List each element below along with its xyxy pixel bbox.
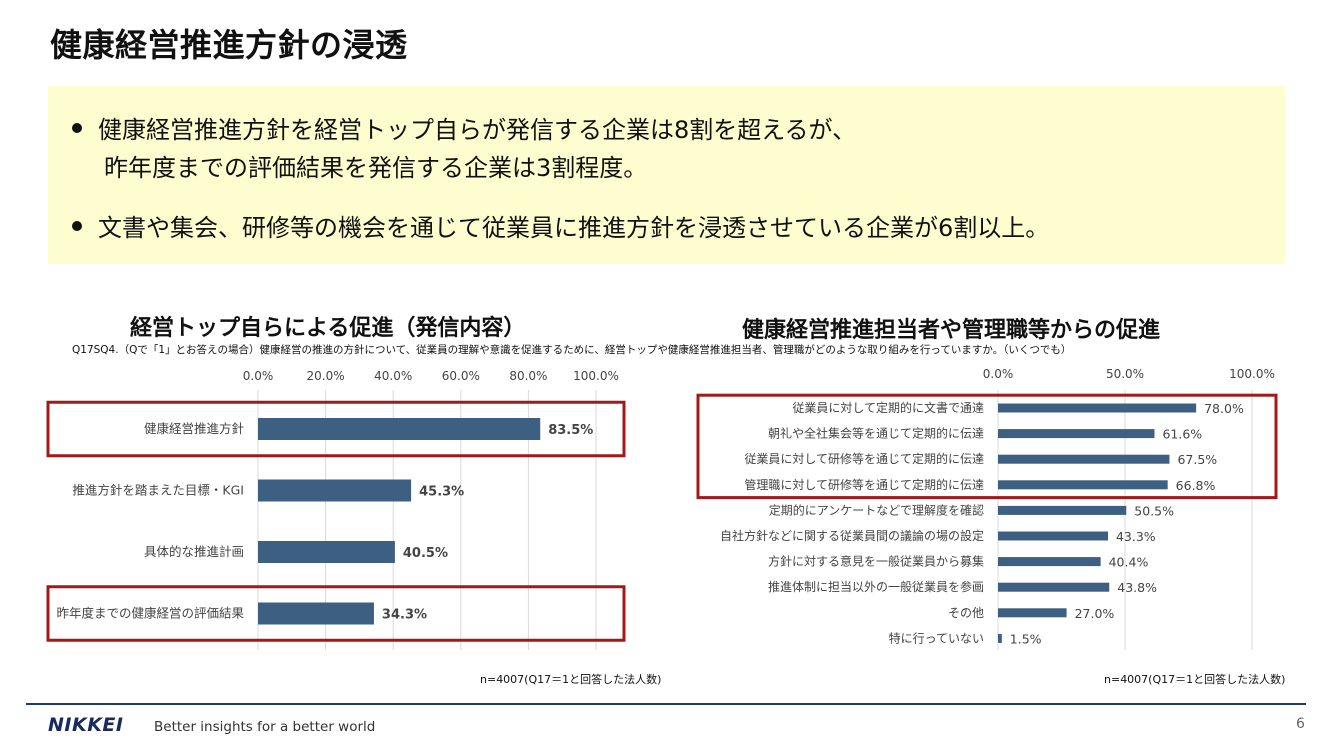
bullet-1: 健康経営推進方針を経営トップ自らが発信する企業は8割を超えるが、 [72, 110, 856, 145]
bar [258, 541, 395, 563]
chart-right: 0.0% 50.0% 100.0% 従業員に対して定期的に文書で通達 78.0% 朝礼や全… [696, 367, 1278, 650]
bar [998, 557, 1101, 567]
question-text: Q17SQ4.（Qで「1」とお答えの場合）健康経営の推進の方針について、従業員の… [72, 344, 1072, 356]
chart-left-note: n=4007(Q17＝1と回答した法人数) [480, 673, 662, 686]
x-tick-label: 0.0% [983, 367, 1014, 381]
value-label: 40.4% [1109, 555, 1149, 570]
category-label: 推進方針を踏まえた目標・KGI [72, 483, 244, 498]
value-label: 34.3% [382, 608, 427, 623]
value-label: 40.5% [403, 546, 448, 561]
x-tick-label: 0.0% [243, 369, 274, 383]
highlight-box [696, 393, 1278, 500]
chart-left: 0.0% 20.0% 40.0% 60.0% 80.0% 100.0% 健康経営推進方針 83… [46, 369, 626, 650]
value-label: 43.8% [1117, 580, 1157, 595]
bullet-2: 文書や集会、研修等の機会を通じて従業員に推進方針を浸透させている企業が6割以上。 [72, 208, 1049, 243]
value-label: 27.0% [1075, 606, 1115, 621]
value-label: 45.3% [419, 485, 464, 500]
category-label: 管理職に対して研修等を通じて定期的に伝達 [744, 477, 984, 492]
bullet-dot-icon [72, 221, 82, 231]
page-title: 健康経営推進方針の浸透 [50, 26, 408, 64]
category-label: 従業員に対して研修等を通じて定期的に伝達 [744, 451, 984, 466]
category-label: 定期的にアンケートなどで理解度を確認 [769, 502, 984, 517]
category-label: 昨年度までの健康経営の評価結果 [56, 606, 244, 621]
x-tick-label: 50.0% [1106, 367, 1144, 381]
value-label: 67.5% [1177, 452, 1217, 467]
x-tick-label: 100.0% [1229, 367, 1275, 381]
category-label: その他 [948, 606, 984, 620]
bullet-1-line-1: 健康経営推進方針を経営トップ自らが発信する企業は8割を超えるが、 [98, 116, 857, 144]
footer-tagline: Better insights for a better world [154, 719, 376, 735]
category-label: 方針に対する意見を一般従業員から募集 [768, 554, 984, 569]
x-tick-label: 100.0% [573, 369, 619, 383]
x-tick-label: 20.0% [307, 369, 345, 383]
x-tick-label: 60.0% [442, 369, 480, 383]
summary-box: 健康経営推進方針を経営トップ自らが発信する企業は8割を超えるが、 昨年度までの評… [48, 86, 1285, 264]
bar [258, 418, 541, 440]
bar [998, 582, 1110, 592]
category-label: 朝礼や全社集会等を通じて定期的に伝達 [768, 426, 984, 441]
bar [998, 505, 1127, 515]
value-label: 1.5% [1010, 631, 1042, 646]
footer-divider [26, 703, 1306, 705]
value-label: 66.8% [1176, 478, 1216, 493]
bar [998, 531, 1108, 541]
x-tick-label: 40.0% [374, 369, 412, 383]
bar [258, 479, 412, 502]
category-label: 具体的な推進計画 [144, 544, 244, 559]
bar [998, 608, 1067, 618]
highlight-box [46, 400, 626, 458]
bar [998, 633, 1002, 643]
bar [258, 602, 374, 625]
highlight-box [46, 585, 626, 642]
value-label: 43.3% [1116, 529, 1156, 544]
chart-right-note: n=4007(Q17＝1と回答した法人数) [1104, 673, 1286, 686]
bullet-dot-icon [72, 123, 82, 133]
category-label: 特に行っていない [889, 630, 984, 645]
nikkei-logo: NIKKEI [48, 714, 124, 736]
bullet-2-text: 文書や集会、研修等の機会を通じて従業員に推進方針を浸透させている企業が6割以上。 [98, 214, 1050, 242]
bullet-1-line-2: 昨年度までの評価結果を発信する企業は3割程度。 [104, 154, 648, 182]
x-tick-label: 80.0% [509, 369, 547, 383]
bar [998, 429, 1155, 439]
category-label: 推進体制に担当以外の一般従業員を参画 [768, 579, 984, 594]
category-label: 自社方針などに関する従業員間の議論の場の設定 [720, 528, 984, 543]
value-label: 50.5% [1134, 503, 1174, 518]
bar [998, 454, 1170, 464]
bar [998, 480, 1168, 490]
page-number: 6 [1296, 716, 1305, 732]
category-label: 従業員に対して定期的に文書で通達 [792, 400, 984, 415]
value-label: 61.6% [1162, 427, 1202, 442]
chart-right-title: 健康経営推進担当者や管理職等からの促進 [742, 318, 1161, 343]
category-label: 健康経営推進方針 [144, 421, 245, 436]
value-label: 78.0% [1204, 401, 1244, 416]
bar [998, 403, 1197, 413]
chart-left-title: 経営トップ自らによる促進（発信内容） [130, 316, 526, 341]
value-label: 83.5% [548, 423, 593, 438]
